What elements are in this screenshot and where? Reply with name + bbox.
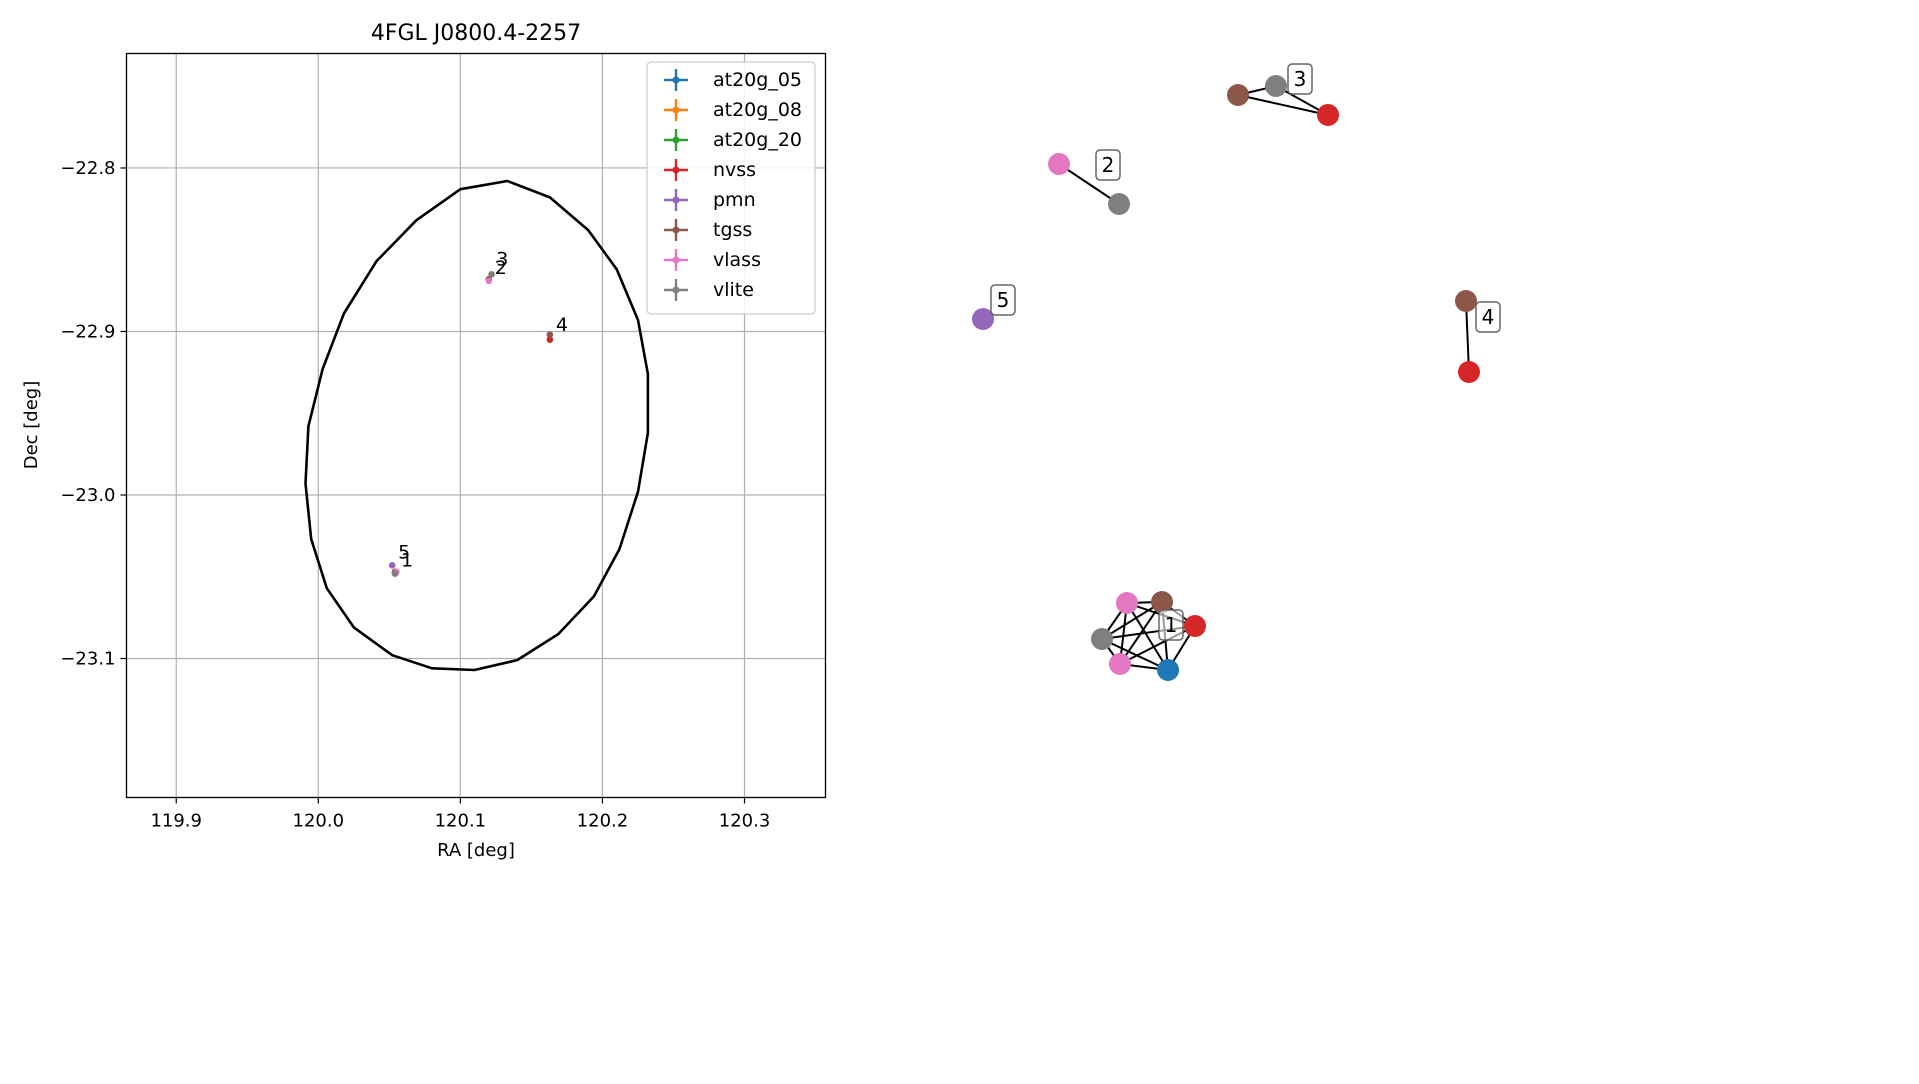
x-tick-label: 119.9 bbox=[150, 811, 202, 832]
network-nodes bbox=[972, 75, 1480, 681]
y-axis-label: Dec [deg] bbox=[21, 381, 42, 470]
network-node bbox=[1455, 290, 1477, 312]
point-annotation: 4 bbox=[556, 314, 568, 336]
source-point-nvss bbox=[546, 336, 554, 343]
legend-label: pmn bbox=[713, 189, 756, 211]
legend-label: at20g_08 bbox=[713, 99, 802, 121]
plot-title: 4FGL J0800.4-2257 bbox=[371, 21, 581, 46]
cluster-labels: 3 2 5 4 1 bbox=[990, 63, 1501, 641]
network-edge bbox=[1058, 163, 1120, 205]
network-node bbox=[1265, 75, 1287, 97]
axes-frame bbox=[125, 52, 827, 799]
error-ellipse bbox=[304, 179, 650, 672]
cluster-label: 1 bbox=[1165, 613, 1178, 637]
y-tick-label: −22.8 bbox=[60, 158, 115, 179]
legend-marker-dot bbox=[672, 166, 680, 174]
legend-label: nvss bbox=[713, 159, 756, 181]
network-node bbox=[1227, 84, 1249, 106]
legend-marker-dot bbox=[672, 286, 680, 294]
legend-marker-dot bbox=[672, 136, 680, 144]
legend-label: tgss bbox=[713, 219, 752, 241]
network-node bbox=[1109, 653, 1131, 675]
cluster-label-box bbox=[1095, 149, 1121, 181]
network-node bbox=[1458, 361, 1480, 383]
network-node bbox=[1091, 628, 1113, 650]
network-node bbox=[1151, 591, 1173, 613]
source-points bbox=[388, 270, 554, 577]
network-edge bbox=[1126, 602, 1169, 671]
network-edge bbox=[1237, 94, 1329, 116]
y-tick-label: −23.0 bbox=[60, 485, 115, 506]
point-annotation: 1 bbox=[401, 549, 413, 571]
network-node bbox=[972, 308, 994, 330]
network-node bbox=[1108, 193, 1130, 215]
network-node bbox=[1157, 659, 1179, 681]
legend-label: vlite bbox=[713, 279, 754, 301]
legend-marker-dot bbox=[672, 256, 680, 264]
legend-label: at20g_20 bbox=[713, 129, 802, 151]
x-tick-label: 120.3 bbox=[719, 811, 771, 832]
point-annotation: 5 bbox=[398, 541, 410, 563]
legend-box bbox=[646, 61, 816, 315]
cluster-label-box bbox=[1287, 63, 1313, 95]
legend-marker-dot bbox=[672, 226, 680, 234]
network-edge bbox=[1101, 638, 1169, 671]
legend-marker-dot bbox=[672, 106, 680, 114]
source-point-pmn bbox=[388, 562, 396, 569]
cluster-label: 4 bbox=[1482, 305, 1495, 329]
axis-ticks: 119.9 120.0 120.1 120.2 120.3 −22.8 −22.9 −23.0… bbox=[60, 158, 770, 832]
network-node bbox=[1184, 615, 1206, 637]
error-ellipse-group bbox=[304, 179, 650, 672]
point-annotation: 2 bbox=[495, 257, 507, 279]
source-point-tgss bbox=[546, 331, 554, 339]
source-point-vlass bbox=[485, 277, 493, 285]
network-node bbox=[1317, 104, 1339, 126]
source-point-vlite bbox=[488, 270, 495, 278]
x-tick-label: 120.1 bbox=[435, 811, 487, 832]
legend-marker-dot bbox=[672, 196, 680, 204]
point-annotation: 3 bbox=[496, 249, 508, 271]
network-edge bbox=[1465, 300, 1470, 373]
legend-marker-dot bbox=[672, 76, 680, 84]
x-tick-label: 120.0 bbox=[293, 811, 345, 832]
y-tick-label: −23.1 bbox=[60, 649, 115, 670]
cluster-label-box bbox=[1475, 301, 1501, 333]
cluster-label-box bbox=[990, 284, 1016, 316]
cluster-label: 5 bbox=[997, 288, 1010, 312]
source-point-vlite bbox=[391, 570, 399, 577]
x-axis-label: RA [deg] bbox=[437, 840, 515, 861]
network-edge bbox=[1101, 601, 1163, 640]
crossmatch-network: 3 2 5 4 1 bbox=[972, 63, 1501, 681]
legend-label: at20g_05 bbox=[713, 69, 802, 91]
x-tick-label: 120.2 bbox=[577, 811, 629, 832]
legend-label: vlass bbox=[713, 249, 761, 271]
network-node bbox=[1048, 153, 1070, 175]
cluster-label: 2 bbox=[1102, 153, 1115, 177]
network-node bbox=[1116, 592, 1138, 614]
cluster-label: 3 bbox=[1294, 67, 1307, 91]
y-tick-label: −22.9 bbox=[60, 321, 115, 342]
cluster-label-box bbox=[1158, 609, 1184, 641]
